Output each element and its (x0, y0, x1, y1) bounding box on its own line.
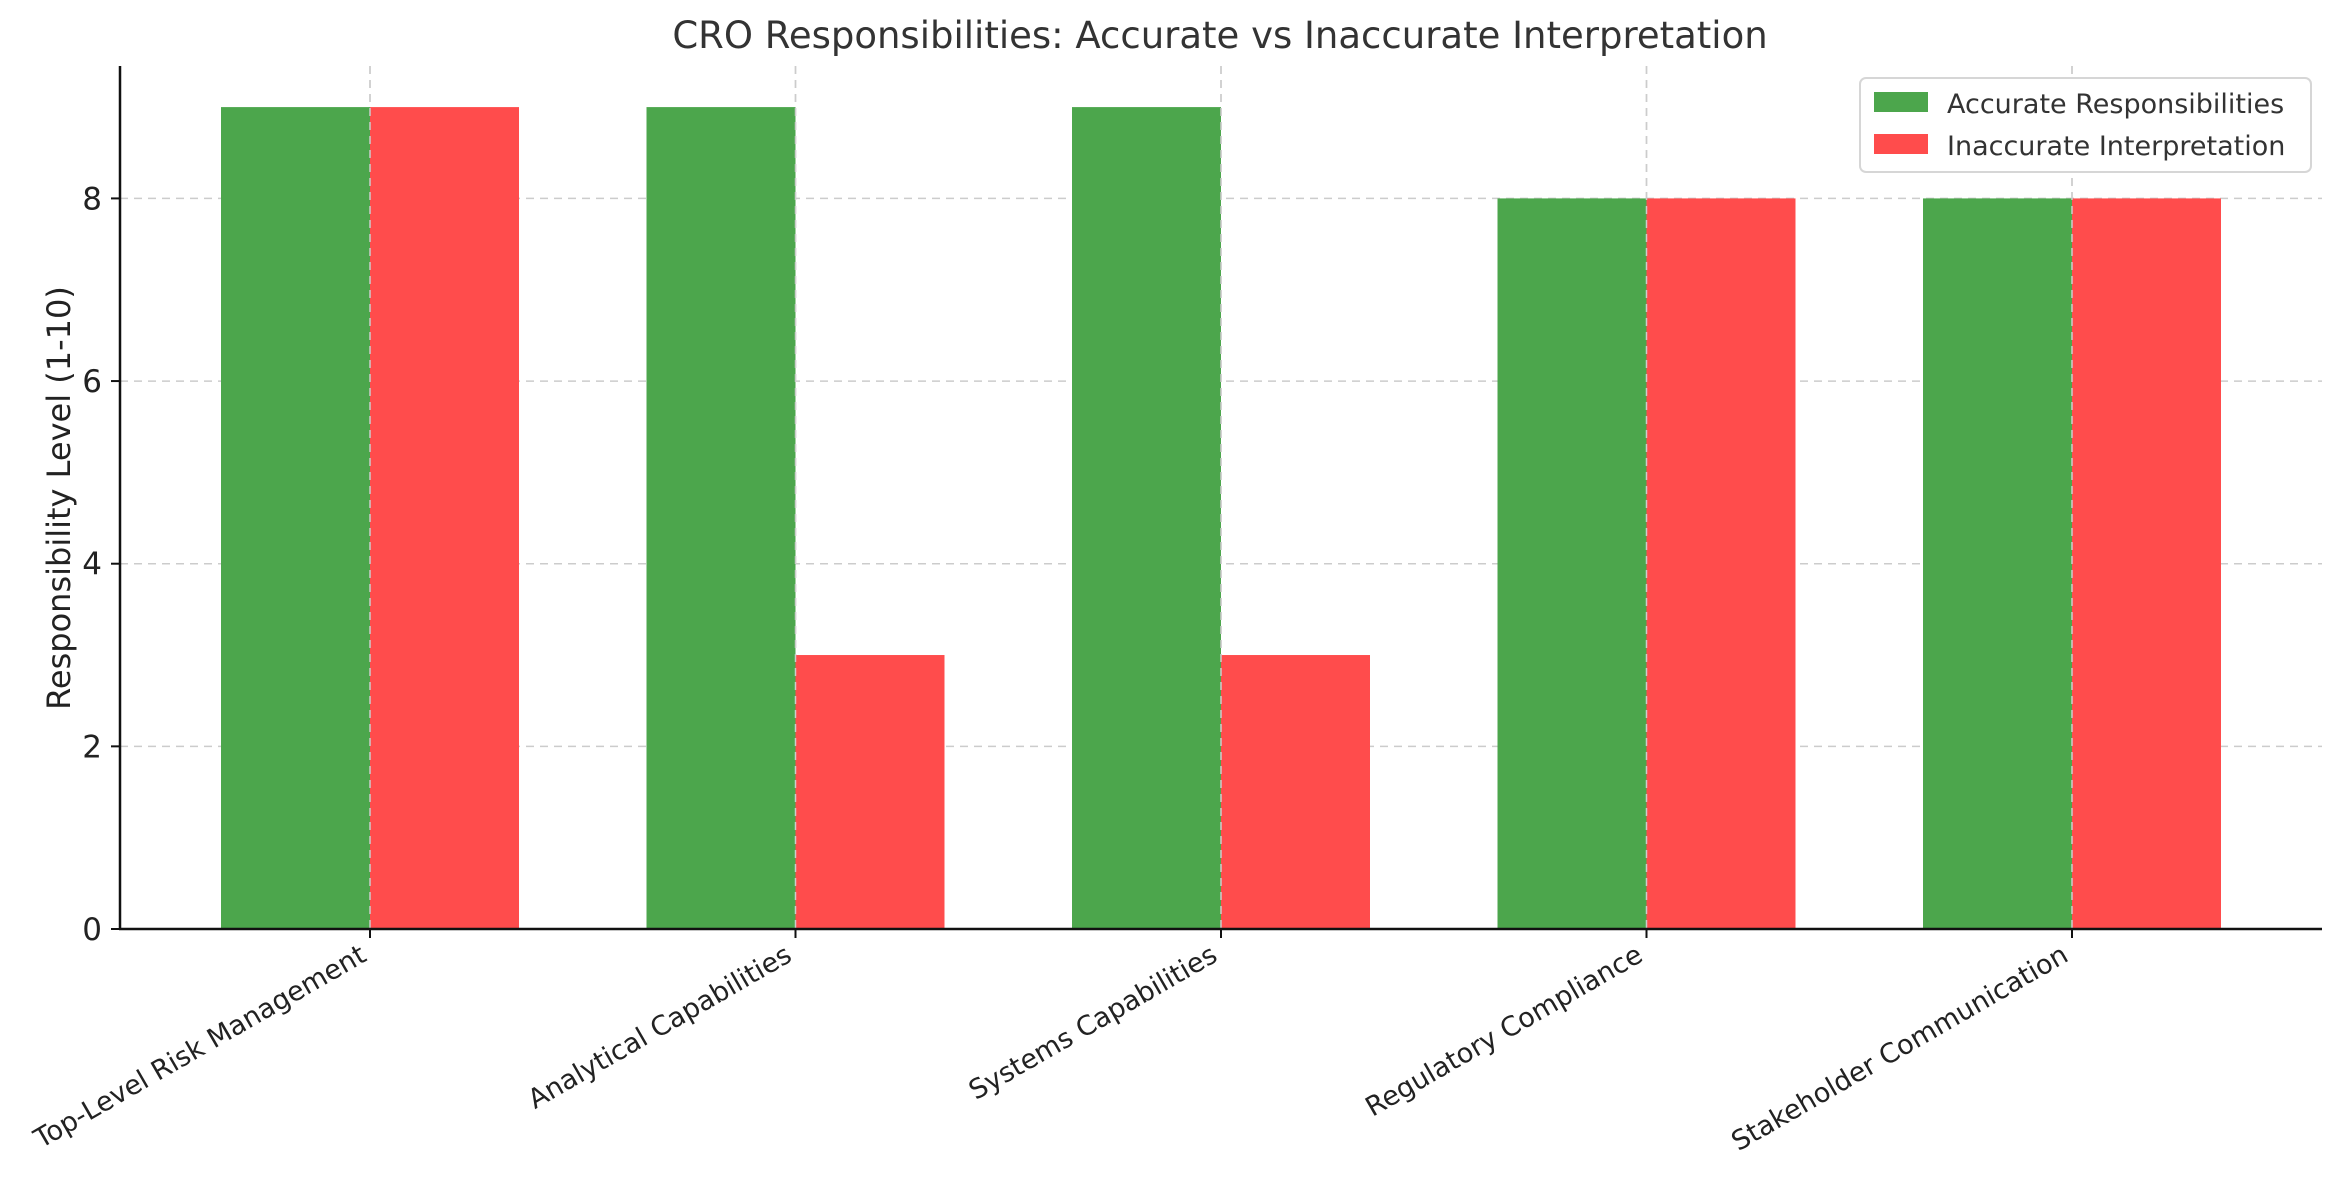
bar-inaccurate-4 (2072, 198, 2221, 930)
bar-accurate-3 (1497, 198, 1647, 930)
y-tick-label: 0 (82, 912, 102, 948)
bar-inaccurate-3 (1646, 198, 1796, 930)
bar-inaccurate-0 (370, 107, 519, 930)
y-ticks: 0 2 4 6 8 (82, 181, 120, 948)
y-tick-label: 6 (82, 364, 102, 400)
x-tick-label: Stakeholder Communication (1726, 939, 2073, 1157)
y-axis-label: Responsibility Level (1-10) (40, 286, 78, 710)
legend-label: Accurate Responsibilities (1947, 89, 2284, 120)
bar-accurate-2 (1072, 107, 1221, 930)
bar-inaccurate-2 (1221, 655, 1370, 929)
x-tick-label: Top-Level Risk Management (28, 939, 371, 1155)
bar-accurate-0 (221, 107, 370, 930)
chart-title: CRO Responsibilities: Accurate vs Inaccu… (672, 14, 1767, 57)
bar-inaccurate-1 (795, 655, 945, 929)
x-ticks: Top-Level Risk Management Analytical Capa… (28, 929, 2074, 1158)
legend-box (1859, 77, 2312, 173)
y-tick-label: 4 (82, 547, 102, 583)
bar-accurate-4 (1923, 198, 2072, 930)
y-tick-label: 8 (82, 181, 102, 217)
x-tick-label: Regulatory Compliance (1360, 939, 1648, 1123)
bar-accurate-1 (646, 107, 796, 930)
x-tick-label: Systems Capabilities (964, 939, 1223, 1106)
legend-swatch (1874, 134, 1928, 154)
legend: Accurate Responsibilities Inaccurate Inte… (1859, 77, 2312, 173)
y-tick-label: 2 (82, 729, 102, 765)
bars (221, 66, 2221, 930)
x-tick-label: Analytical Capabilities (523, 939, 797, 1115)
legend-label: Inaccurate Interpretation (1947, 131, 2285, 162)
legend-swatch (1874, 92, 1928, 112)
